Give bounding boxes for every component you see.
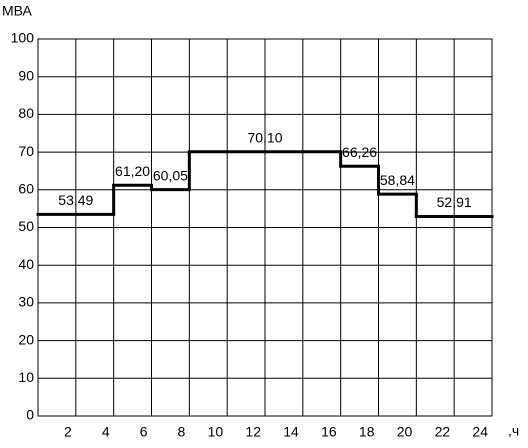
- y-tick-label: 10: [18, 369, 34, 385]
- y-tick-label: 50: [18, 218, 34, 234]
- x-tick-label: 16: [321, 424, 337, 440]
- x-axis-label: ,ч: [508, 423, 519, 439]
- x-tick-label: 24: [472, 424, 488, 440]
- y-tick-label: 80: [18, 105, 34, 121]
- y-tick-label: 100: [11, 30, 35, 46]
- x-tick-label: 6: [140, 424, 148, 440]
- y-tick-label: 90: [18, 67, 34, 83]
- x-tick-label: 22: [435, 424, 451, 440]
- y-tick-label: 30: [18, 294, 34, 310]
- value-label: 66,26: [342, 144, 377, 160]
- value-label: 58,84: [380, 172, 415, 188]
- x-tick-label: 8: [178, 424, 186, 440]
- x-tick-label: 10: [208, 424, 224, 440]
- x-tick-label: 4: [102, 424, 110, 440]
- x-tick-label: 2: [64, 424, 72, 440]
- value-label: 52,91: [437, 194, 472, 210]
- x-tick-label: 18: [359, 424, 375, 440]
- value-label: 53,49: [58, 192, 93, 208]
- value-label: 60,05: [153, 167, 188, 183]
- y-tick-label: 20: [18, 331, 34, 347]
- y-tick-label: 60: [18, 181, 34, 197]
- x-tick-label: 20: [397, 424, 413, 440]
- value-label: 70,10: [247, 129, 282, 145]
- y-tick-label: 0: [26, 407, 34, 423]
- y-tick-label: 40: [18, 256, 34, 272]
- value-label: 61,20: [115, 163, 150, 179]
- x-tick-label: 14: [283, 424, 299, 440]
- y-axis-label: МВА: [2, 3, 33, 19]
- x-tick-label: 12: [245, 424, 261, 440]
- y-tick-label: 70: [18, 143, 34, 159]
